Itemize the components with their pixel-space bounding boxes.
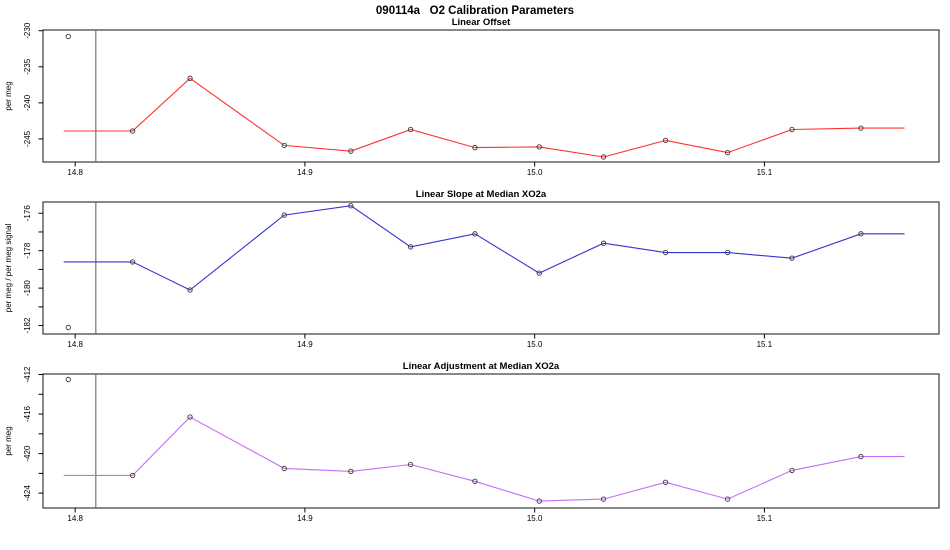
- y-axis-label-per-meg: per meg: [4, 81, 13, 110]
- y-axis-tick-label: -416: [23, 405, 32, 422]
- data-point-marker: [407, 244, 414, 250]
- x-axis-tick-label: 15.0: [527, 514, 543, 523]
- data-point-marker: [281, 465, 287, 472]
- x-axis-tick-label: 14.8: [67, 514, 83, 523]
- y-axis-tick-label: -424: [23, 485, 32, 502]
- data-point-marker: [724, 149, 731, 156]
- x-axis-tick-label: 15.1: [757, 168, 773, 177]
- main-title: 090114a O2 Calibration Parameters: [376, 5, 574, 17]
- y-axis-tick-label: -245: [23, 130, 32, 147]
- x-axis-tick-label: 15.0: [527, 340, 543, 349]
- data-point-marker: [724, 496, 731, 502]
- data-point-marker: [662, 249, 669, 256]
- data-point-marker: [662, 137, 669, 144]
- data-point-marker: [536, 270, 542, 276]
- data-point-marker: [536, 498, 542, 504]
- data-point-marker: [407, 461, 414, 468]
- x-axis-tick-label: 14.8: [67, 168, 83, 177]
- data-point-marker: [187, 75, 193, 81]
- y-axis-tick-label: -412: [23, 366, 32, 383]
- data-point-marker: [858, 453, 864, 460]
- data-point-marker: [129, 128, 136, 134]
- y-axis-tick-label: -180: [23, 280, 32, 297]
- panel-linear-offset: Linear Offset per meg 14.8 14.9 15.0 15.1 -2…: [4, 17, 940, 177]
- outlier-point: [65, 376, 71, 383]
- y-axis-tick-label: -230: [23, 22, 32, 39]
- series-line: [63, 416, 905, 502]
- y-axis-tick-label: -176: [23, 205, 32, 222]
- data-point-marker: [789, 467, 795, 474]
- data-point-marker: [187, 287, 193, 293]
- data-point-marker: [348, 468, 354, 475]
- x-axis-tick-label: 15.0: [527, 168, 543, 177]
- data-point-marker: [789, 255, 795, 261]
- y-axis-label-per-meg-signal: per meg / per meg signal: [4, 224, 13, 313]
- data-point-marker: [472, 144, 478, 151]
- y-axis-tick-label: -420: [23, 445, 32, 462]
- y-axis-tick-label: -182: [23, 317, 32, 334]
- x-axis-tick-label: 15.1: [757, 340, 773, 349]
- data-point-marker: [536, 144, 542, 150]
- panel-linear-adjustment: Linear Adjustment at Median XO2a per meg…: [4, 361, 940, 523]
- data-point-marker: [281, 212, 287, 218]
- data-point-marker: [600, 496, 607, 502]
- plot-area-linear-offset: 14.8 14.9 15.0 15.1 -230 -235 -240 -245: [23, 22, 940, 177]
- data-point-marker: [858, 231, 864, 237]
- x-axis-tick-label: 14.9: [297, 340, 313, 349]
- data-point-marker: [662, 479, 669, 485]
- series-line: [63, 205, 905, 291]
- outlier-point: [65, 324, 71, 331]
- data-point-marker: [407, 126, 414, 133]
- data-point-marker: [472, 478, 478, 484]
- data-point-marker: [281, 142, 287, 149]
- series-line: [63, 77, 905, 158]
- plot-area-linear-adjustment: 14.8 14.9 15.0 15.1 -412 -416 -420 -424: [23, 366, 940, 523]
- data-point-marker: [724, 249, 731, 256]
- panel-title-linear-slope: Linear Slope at Median XO2a: [416, 189, 547, 200]
- y-axis-tick-label: -240: [23, 94, 32, 111]
- data-point-marker: [600, 240, 607, 246]
- x-axis-tick-label: 15.1: [757, 514, 773, 523]
- outlier-point: [65, 33, 71, 40]
- y-axis-label-per-meg-2: per meg: [4, 426, 13, 455]
- data-point-marker: [789, 126, 795, 133]
- data-point-marker: [858, 125, 864, 131]
- plot-box: [42, 201, 940, 335]
- y-axis-tick-label: -178: [23, 242, 32, 259]
- panel-linear-slope: Linear Slope at Median XO2a per meg / pe…: [4, 189, 940, 349]
- panel-title-linear-offset: Linear Offset: [452, 17, 511, 28]
- data-point-marker: [187, 414, 193, 420]
- data-point-marker: [129, 259, 136, 265]
- data-point-marker: [348, 203, 354, 209]
- data-point-marker: [600, 154, 607, 160]
- data-point-marker: [348, 148, 354, 154]
- panel-title-linear-adjustment: Linear Adjustment at Median XO2a: [403, 361, 560, 372]
- plot-area-linear-slope: 14.8 14.9 15.0 15.1 -176 -178 -180 -182: [23, 201, 940, 349]
- x-axis-tick-label: 14.8: [67, 340, 83, 349]
- data-point-marker: [129, 472, 136, 479]
- x-axis-tick-label: 14.9: [297, 168, 313, 177]
- plot-box: [42, 373, 940, 509]
- plot-box: [42, 29, 940, 163]
- data-point-marker: [472, 231, 478, 237]
- x-axis-tick-label: 14.9: [297, 514, 313, 523]
- y-axis-tick-label: -235: [23, 58, 32, 75]
